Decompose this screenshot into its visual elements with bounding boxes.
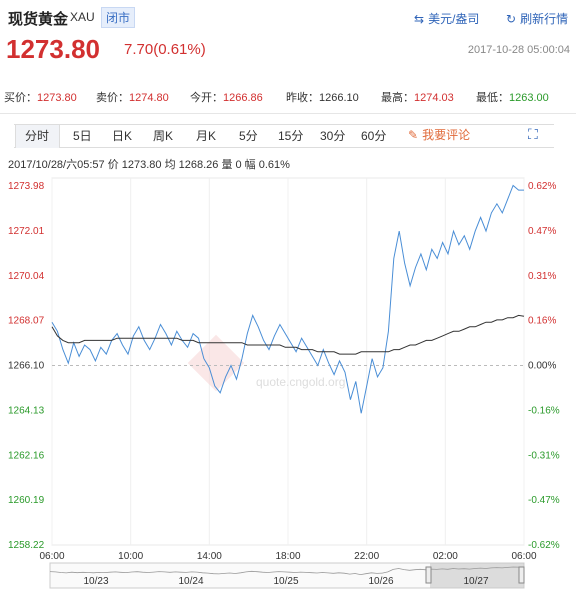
quote-low: 最低：1263.00 <box>476 92 549 104</box>
y-axis-right-label: -0.47% <box>528 495 560 506</box>
active-tab-bg <box>15 124 60 148</box>
tab-30-min[interactable]: 30分 <box>320 129 346 143</box>
y-axis-right-label: 0.31% <box>528 271 556 282</box>
refresh-button[interactable]: ↻ 刷新行情 <box>506 10 568 27</box>
y-axis-right-label: 0.62% <box>528 181 556 192</box>
crosshair-info: 2017/10/28/六05:57 价 1273.80 均 1268.26 量 … <box>8 159 290 171</box>
comment-button[interactable]: ✎ 我要评论 <box>408 126 470 143</box>
refresh-label: 刷新行情 <box>520 12 569 26</box>
tab-intraday[interactable]: 分时 <box>25 129 50 143</box>
y-axis-left-label: 1260.19 <box>8 495 45 506</box>
y-axis-right-label: -0.31% <box>528 450 560 461</box>
x-axis-label: 02:00 <box>433 551 458 562</box>
navigator-date-label: 10/24 <box>178 576 203 587</box>
y-axis-right-label: -0.16% <box>528 405 560 416</box>
quote-high: 最高：1274.03 <box>381 92 454 104</box>
y-axis-left-label: 1272.01 <box>8 226 45 237</box>
x-axis-label: 06:00 <box>511 551 536 562</box>
navigator-series-line <box>49 566 524 576</box>
price-series-line <box>51 184 524 414</box>
tab-monthly-k[interactable]: 月K <box>196 129 217 143</box>
x-axis-label: 14:00 <box>197 551 222 562</box>
instrument-title: 现货黄金 <box>8 11 69 28</box>
currency-switch-label: 美元/盎司 <box>428 12 480 26</box>
quote-timestamp: 2017-10-28 05:00:04 <box>467 44 570 56</box>
navigator-date-label: 10/27 <box>463 576 488 587</box>
svg-text:quote.cngold.org: quote.cngold.org <box>256 375 345 389</box>
navigator-date-label: 10/23 <box>83 576 108 587</box>
navigator-date-label: 10/26 <box>368 576 393 587</box>
period-tab-bar <box>14 124 554 148</box>
tab-60-min[interactable]: 60分 <box>361 129 387 143</box>
y-axis-right-label: 0.16% <box>528 316 556 327</box>
price-change: 7.70(0.61%) <box>124 41 206 58</box>
navigator-handle-left[interactable] <box>425 566 432 584</box>
x-axis-label: 22:00 <box>354 551 379 562</box>
refresh-icon: ↻ <box>506 12 517 26</box>
y-axis-left-label: 1262.16 <box>8 450 45 461</box>
navigator-date-label: 10/25 <box>273 576 298 587</box>
average-series-line <box>51 314 525 355</box>
y-axis-left-label: 1266.10 <box>8 361 45 372</box>
quote-open: 今开：1266.86 <box>190 92 263 104</box>
fullscreen-icon[interactable]: ⛶ <box>528 126 538 142</box>
watermark: quote.cngold.org <box>187 334 345 392</box>
x-axis-label: 18:00 <box>275 551 300 562</box>
currency-switch-button[interactable]: ⇆ 美元/盎司 <box>414 10 479 27</box>
y-axis-left-label: 1270.04 <box>8 271 45 282</box>
tab-15-min[interactable]: 15分 <box>278 129 304 143</box>
tab-weekly-k[interactable]: 周K <box>153 129 174 143</box>
current-price: 1273.80 <box>6 34 100 64</box>
tab-daily-k[interactable]: 日K <box>112 129 133 143</box>
tab-5-min[interactable]: 5分 <box>239 129 258 143</box>
market-status-badge: 闭市 <box>101 7 136 28</box>
quote-bid: 买价：1273.80 <box>4 92 77 104</box>
comment-label: 我要评论 <box>422 128 471 142</box>
y-axis-right-label: 0.47% <box>528 226 556 237</box>
swap-icon: ⇆ <box>414 12 425 26</box>
y-axis-left-label: 1258.22 <box>8 540 45 551</box>
y-axis-left-label: 1268.07 <box>8 316 45 327</box>
y-axis-left-label: 1273.98 <box>8 181 45 192</box>
tab-5-day[interactable]: 5日 <box>73 129 92 143</box>
divider <box>0 113 576 114</box>
time-navigator: 10/23 10/24 10/25 10/26 10/27 <box>49 562 525 589</box>
y-axis-right-label: 0.00% <box>528 361 556 372</box>
navigator-handle-right[interactable] <box>518 566 525 584</box>
y-axis-right-label: -0.62% <box>528 540 560 551</box>
quote-prev-close: 昨收：1266.10 <box>286 92 359 104</box>
x-axis-label: 10:00 <box>118 551 143 562</box>
edit-icon: ✎ <box>408 128 419 142</box>
quote-ask: 卖价：1274.80 <box>96 92 169 104</box>
instrument-code: XAU <box>70 10 95 24</box>
x-axis-label: 06:00 <box>39 551 64 562</box>
y-axis-left-label: 1264.13 <box>8 405 45 416</box>
